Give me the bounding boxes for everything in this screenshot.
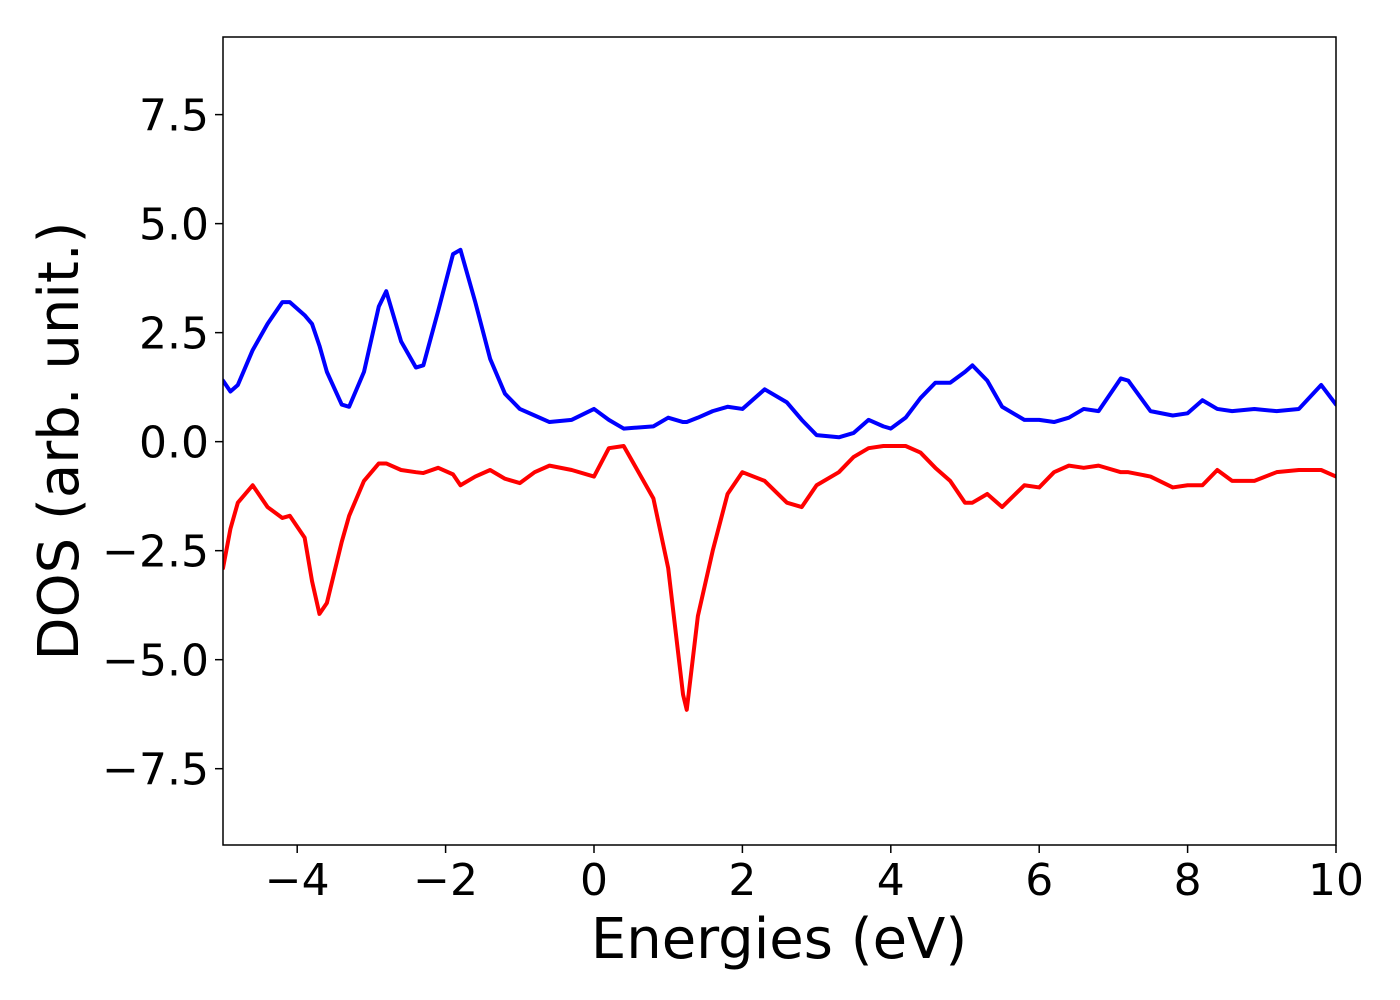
plot-frame (222, 36, 1337, 846)
y-tick-label: 0.0 (139, 418, 209, 469)
x-tick-label: 8 (1174, 855, 1202, 906)
y-tick-label: 2.5 (139, 309, 209, 360)
x-tick-label: −4 (265, 855, 330, 906)
y-tick-label: −5.0 (102, 636, 209, 687)
y-tick-label: −7.5 (102, 745, 209, 796)
dos-line (223, 444, 1336, 712)
x-tick-label: 4 (877, 855, 905, 906)
dos-line (223, 247, 1336, 440)
x-tick-label: 2 (728, 855, 756, 906)
x-tick-label: 6 (1025, 855, 1053, 906)
y-tick-label: −2.5 (102, 527, 209, 578)
x-tick-label: 10 (1308, 855, 1364, 906)
plot-lines (223, 247, 1336, 712)
y-tick-label: 7.5 (139, 91, 209, 142)
x-axis-label: Energies (eV) (591, 907, 967, 972)
y-tick-label: 5.0 (139, 200, 209, 251)
x-tick-label: −2 (413, 855, 478, 906)
x-tick-label: 0 (580, 855, 608, 906)
y-axis-label: DOS (arb. unit.) (27, 221, 92, 660)
